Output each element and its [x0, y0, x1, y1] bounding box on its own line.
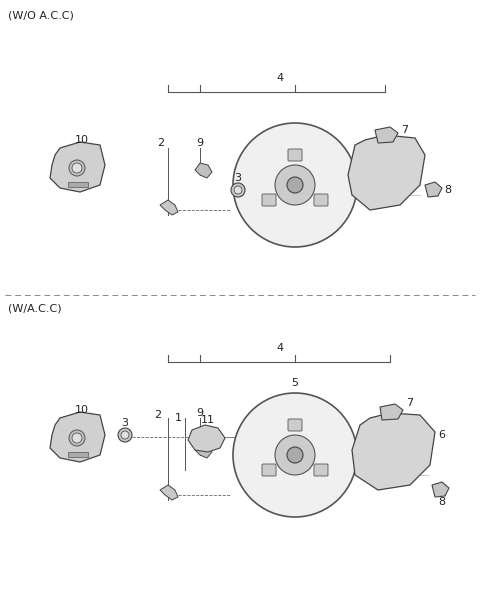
FancyBboxPatch shape — [262, 464, 276, 476]
Circle shape — [287, 177, 303, 193]
Text: 8: 8 — [444, 185, 452, 195]
Circle shape — [287, 447, 303, 463]
Polygon shape — [432, 482, 449, 497]
Text: 6: 6 — [439, 430, 445, 440]
Text: 7: 7 — [407, 398, 414, 408]
Text: 10: 10 — [75, 405, 89, 415]
Polygon shape — [50, 142, 105, 192]
Polygon shape — [50, 412, 105, 462]
Circle shape — [72, 163, 82, 173]
Text: (W/A.C.C): (W/A.C.C) — [8, 303, 61, 313]
Circle shape — [69, 160, 85, 176]
FancyBboxPatch shape — [314, 464, 328, 476]
Bar — [68, 182, 88, 187]
Circle shape — [121, 431, 129, 439]
Polygon shape — [195, 163, 212, 178]
Text: 5: 5 — [291, 378, 299, 388]
Polygon shape — [352, 413, 435, 490]
Circle shape — [233, 393, 357, 517]
FancyBboxPatch shape — [314, 194, 328, 206]
Bar — [68, 452, 88, 457]
Text: 8: 8 — [438, 497, 445, 507]
Text: 10: 10 — [75, 135, 89, 145]
Text: 4: 4 — [276, 343, 284, 353]
FancyBboxPatch shape — [288, 419, 302, 431]
Polygon shape — [425, 182, 442, 197]
Circle shape — [275, 435, 315, 475]
Polygon shape — [380, 404, 403, 420]
Circle shape — [69, 430, 85, 446]
Text: 3: 3 — [121, 418, 129, 428]
Text: 9: 9 — [196, 408, 204, 418]
Text: (W/O A.C.C): (W/O A.C.C) — [8, 10, 74, 20]
Polygon shape — [375, 127, 398, 143]
Circle shape — [233, 123, 357, 247]
Text: 9: 9 — [196, 138, 204, 148]
Text: 3: 3 — [235, 173, 241, 183]
Polygon shape — [195, 443, 212, 458]
Text: 7: 7 — [401, 125, 408, 135]
Text: 2: 2 — [157, 138, 165, 148]
FancyBboxPatch shape — [288, 149, 302, 161]
Polygon shape — [160, 485, 178, 500]
Polygon shape — [188, 425, 225, 452]
Circle shape — [231, 183, 245, 197]
Polygon shape — [160, 200, 178, 215]
Polygon shape — [348, 135, 425, 210]
Text: 2: 2 — [155, 410, 162, 420]
Text: 1: 1 — [175, 413, 181, 423]
Text: 4: 4 — [276, 73, 284, 83]
Circle shape — [275, 165, 315, 205]
Text: 11: 11 — [201, 415, 215, 425]
Circle shape — [234, 186, 242, 194]
FancyBboxPatch shape — [262, 194, 276, 206]
Circle shape — [118, 428, 132, 442]
Circle shape — [72, 433, 82, 443]
